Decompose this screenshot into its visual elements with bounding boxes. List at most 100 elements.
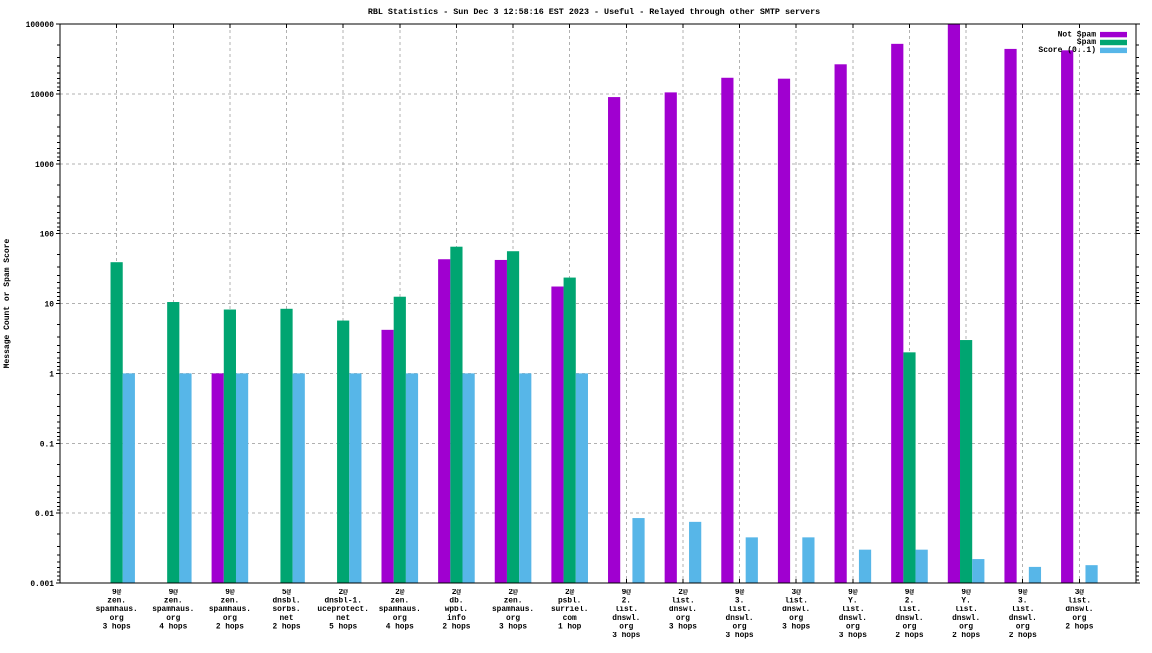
svg-text:9@: 9@ bbox=[622, 589, 632, 597]
svg-text:2@: 2@ bbox=[678, 589, 688, 597]
svg-text:zen.: zen. bbox=[107, 598, 126, 606]
svg-text:spamhaus.: spamhaus. bbox=[379, 606, 421, 614]
svg-text:list.: list. bbox=[728, 606, 751, 614]
svg-text:org: org bbox=[506, 615, 520, 623]
svg-text:2@: 2@ bbox=[565, 589, 575, 597]
svg-text:Y.: Y. bbox=[961, 598, 970, 606]
svg-text:zen.: zen. bbox=[504, 598, 523, 606]
svg-text:org: org bbox=[733, 623, 747, 631]
svg-text:dnswl.: dnswl. bbox=[1065, 606, 1093, 614]
svg-text:3@: 3@ bbox=[1075, 589, 1085, 597]
svg-text:0.01: 0.01 bbox=[35, 510, 54, 519]
svg-text:9@: 9@ bbox=[735, 589, 745, 597]
svg-text:list.: list. bbox=[615, 606, 638, 614]
svg-text:net: net bbox=[336, 615, 350, 623]
svg-text:1: 1 bbox=[49, 370, 54, 379]
svg-text:surriel.: surriel. bbox=[551, 606, 588, 614]
svg-text:org: org bbox=[223, 615, 237, 623]
svg-text:3.: 3. bbox=[1018, 598, 1027, 606]
svg-text:list.: list. bbox=[954, 606, 977, 614]
svg-text:0.001: 0.001 bbox=[30, 580, 54, 589]
svg-text:3 hops: 3 hops bbox=[839, 632, 867, 640]
svg-text:10000: 10000 bbox=[30, 91, 54, 100]
svg-text:dnswl.: dnswl. bbox=[895, 615, 923, 623]
svg-text:uceprotect.: uceprotect. bbox=[317, 606, 368, 614]
svg-text:3.: 3. bbox=[735, 598, 744, 606]
svg-text:2 hops: 2 hops bbox=[216, 623, 244, 631]
svg-text:2 hops: 2 hops bbox=[1009, 632, 1037, 640]
svg-text:spamhaus.: spamhaus. bbox=[209, 606, 251, 614]
svg-text:9@: 9@ bbox=[961, 589, 971, 597]
svg-text:spamhaus.: spamhaus. bbox=[492, 606, 534, 614]
svg-text:100000: 100000 bbox=[26, 21, 55, 30]
svg-text:100: 100 bbox=[40, 231, 54, 240]
svg-text:com: com bbox=[563, 615, 577, 623]
svg-text:org: org bbox=[789, 615, 803, 623]
svg-text:3 hops: 3 hops bbox=[669, 623, 697, 631]
svg-text:wpbl.: wpbl. bbox=[445, 606, 468, 614]
svg-text:org: org bbox=[110, 615, 124, 623]
svg-text:2 hops: 2 hops bbox=[272, 623, 300, 631]
svg-text:2.: 2. bbox=[905, 598, 914, 606]
svg-text:9@: 9@ bbox=[1018, 589, 1028, 597]
svg-text:3 hops: 3 hops bbox=[726, 632, 754, 640]
svg-text:zen.: zen. bbox=[164, 598, 183, 606]
svg-text:10: 10 bbox=[45, 301, 55, 310]
svg-text:RBL Statistics - Sun Dec 3 12: RBL Statistics - Sun Dec 3 12:58:16 EST … bbox=[368, 7, 820, 17]
svg-text:Message Count or Spam Score: Message Count or Spam Score bbox=[3, 238, 12, 368]
svg-text:list.: list. bbox=[785, 598, 808, 606]
svg-text:zen.: zen. bbox=[221, 598, 240, 606]
svg-text:9@: 9@ bbox=[112, 589, 122, 597]
svg-text:sorbs.: sorbs. bbox=[272, 606, 300, 614]
svg-text:1 hop: 1 hop bbox=[558, 623, 582, 631]
svg-text:zen.: zen. bbox=[390, 598, 409, 606]
svg-text:org: org bbox=[676, 615, 690, 623]
svg-text:4 hops: 4 hops bbox=[159, 623, 187, 631]
svg-text:9@: 9@ bbox=[905, 589, 915, 597]
svg-text:2 hops: 2 hops bbox=[895, 632, 923, 640]
svg-text:2@: 2@ bbox=[508, 589, 518, 597]
svg-text:list.: list. bbox=[898, 606, 921, 614]
svg-text:dnswl.: dnswl. bbox=[726, 615, 754, 623]
svg-text:org: org bbox=[959, 623, 973, 631]
svg-text:org: org bbox=[1072, 615, 1086, 623]
svg-text:psbl.: psbl. bbox=[558, 598, 581, 606]
svg-text:net: net bbox=[280, 615, 294, 623]
svg-text:3 hops: 3 hops bbox=[612, 632, 640, 640]
svg-text:9@: 9@ bbox=[225, 589, 235, 597]
svg-text:org: org bbox=[619, 623, 633, 631]
svg-text:dnswl.: dnswl. bbox=[839, 615, 867, 623]
svg-text:dnswl.: dnswl. bbox=[669, 606, 697, 614]
svg-text:org: org bbox=[846, 623, 860, 631]
svg-text:list.: list. bbox=[671, 598, 694, 606]
svg-text:Score (0..1): Score (0..1) bbox=[1038, 46, 1096, 55]
svg-text:db.: db. bbox=[449, 598, 463, 606]
svg-text:2@: 2@ bbox=[395, 589, 405, 597]
svg-text:2 hops: 2 hops bbox=[952, 632, 980, 640]
svg-text:dnswl.: dnswl. bbox=[612, 615, 640, 623]
svg-text:9@: 9@ bbox=[848, 589, 858, 597]
svg-text:dnswl.: dnswl. bbox=[782, 606, 810, 614]
svg-text:spamhaus.: spamhaus. bbox=[152, 606, 194, 614]
svg-text:dnswl.: dnswl. bbox=[1009, 615, 1037, 623]
svg-text:org: org bbox=[902, 623, 916, 631]
svg-text:org: org bbox=[1016, 623, 1030, 631]
svg-text:dnsbl-1.: dnsbl-1. bbox=[324, 598, 361, 606]
svg-text:org: org bbox=[393, 615, 407, 623]
svg-text:0.1: 0.1 bbox=[40, 440, 54, 449]
svg-text:9@: 9@ bbox=[169, 589, 179, 597]
svg-text:3 hops: 3 hops bbox=[499, 623, 527, 631]
svg-text:2@: 2@ bbox=[338, 589, 348, 597]
svg-text:2.: 2. bbox=[622, 598, 631, 606]
svg-text:Y.: Y. bbox=[848, 598, 857, 606]
svg-text:3 hops: 3 hops bbox=[782, 623, 810, 631]
svg-text:3@: 3@ bbox=[792, 589, 802, 597]
svg-text:org: org bbox=[166, 615, 180, 623]
svg-text:5 hops: 5 hops bbox=[329, 623, 357, 631]
svg-text:4 hops: 4 hops bbox=[386, 623, 414, 631]
svg-text:2 hops: 2 hops bbox=[1065, 623, 1093, 631]
svg-text:1000: 1000 bbox=[35, 161, 54, 170]
svg-text:dnsbl.: dnsbl. bbox=[272, 598, 300, 606]
svg-text:2@: 2@ bbox=[452, 589, 462, 597]
svg-text:info: info bbox=[447, 615, 466, 623]
